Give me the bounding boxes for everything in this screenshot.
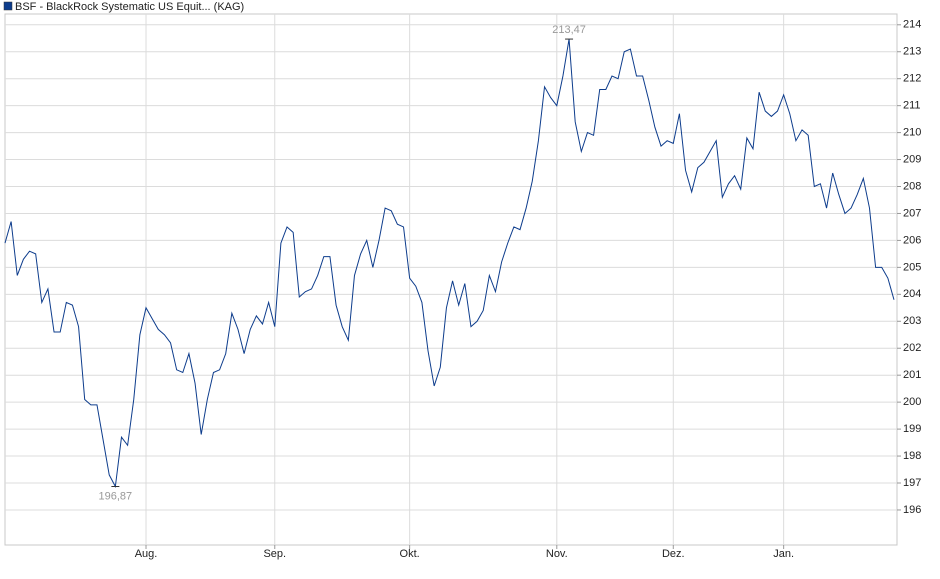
x-tick-label: Nov.: [546, 548, 568, 560]
y-tick-label: 213: [903, 46, 921, 58]
price-line: [4, 38, 895, 489]
y-tick-label: 208: [903, 180, 921, 192]
x-tick-label: Okt.: [400, 548, 420, 560]
y-tick-label: 200: [903, 396, 921, 408]
y-tick-label: 207: [903, 207, 921, 219]
y-tick-label: 201: [903, 369, 921, 381]
y-tick-label: 204: [903, 288, 921, 300]
x-tick-label: Aug.: [135, 548, 158, 560]
y-tick-label: 202: [903, 342, 921, 354]
value-label: 213,47: [552, 24, 586, 36]
y-tick-label: 212: [903, 73, 921, 85]
y-tick-label: 197: [903, 477, 921, 489]
y-tick-label: 209: [903, 153, 921, 165]
x-tick-label: Sep.: [263, 548, 286, 560]
x-tick-label: Dez.: [662, 548, 685, 560]
y-tick-label: 205: [903, 261, 921, 273]
x-tick-label: Jan.: [773, 548, 794, 560]
y-tick-label: 198: [903, 450, 921, 462]
value-label: 196,87: [99, 490, 133, 502]
y-tick-label: 214: [903, 19, 921, 31]
legend-swatch: [3, 1, 13, 11]
y-tick-label: 211: [903, 100, 921, 112]
plot-frame: [4, 13, 898, 546]
y-tick-label: 199: [903, 423, 921, 435]
y-tick-label: 210: [903, 127, 921, 139]
y-tick-label: 196: [903, 504, 921, 516]
y-tick-label: 203: [903, 315, 921, 327]
legend-label: BSF - BlackRock Systematic US Equit... (…: [15, 1, 244, 13]
y-tick-label: 206: [903, 234, 921, 246]
